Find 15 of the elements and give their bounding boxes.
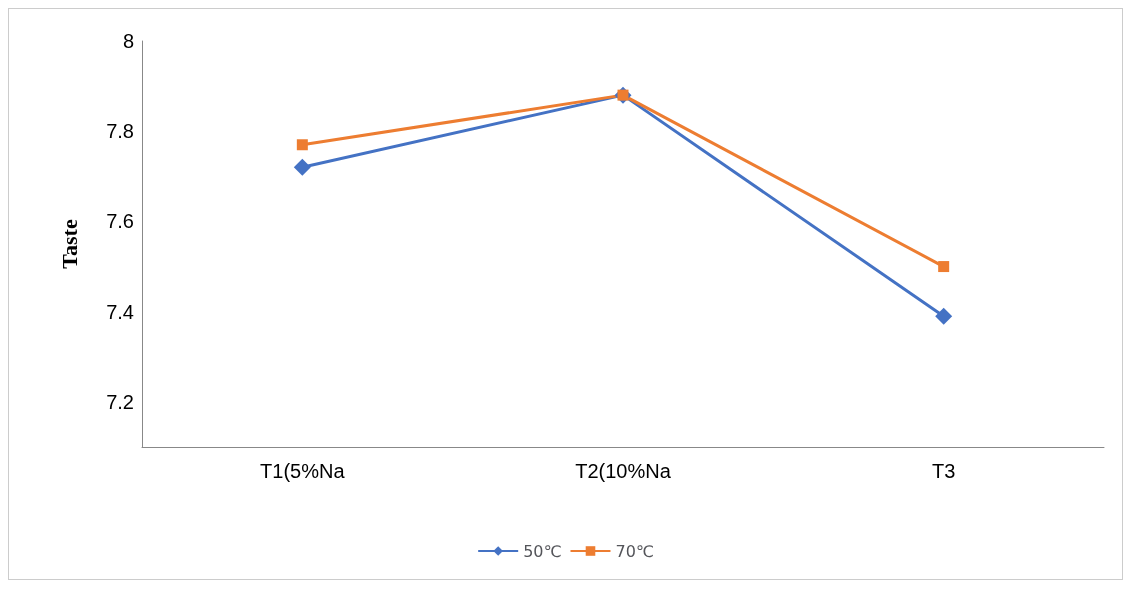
y-axis-title: Taste bbox=[56, 219, 82, 269]
point bbox=[293, 158, 311, 176]
y-tick-label: 7.8 bbox=[106, 120, 134, 143]
x-tick-label: T1(5%Na bbox=[260, 460, 346, 482]
y-tick-label: 7.6 bbox=[106, 210, 134, 233]
legend-label: 50℃ bbox=[523, 541, 562, 561]
legend-label: 70℃ bbox=[615, 541, 654, 561]
y-tick-label: 7.2 bbox=[106, 390, 134, 413]
point bbox=[938, 261, 950, 273]
point bbox=[296, 139, 308, 151]
y-tick-label: 7.4 bbox=[106, 300, 134, 323]
point bbox=[935, 307, 953, 325]
y-tick-label: 8 bbox=[122, 30, 134, 52]
x-tick-label: T2(10%Na bbox=[575, 460, 672, 482]
x-tick-label: T3 bbox=[931, 460, 956, 482]
